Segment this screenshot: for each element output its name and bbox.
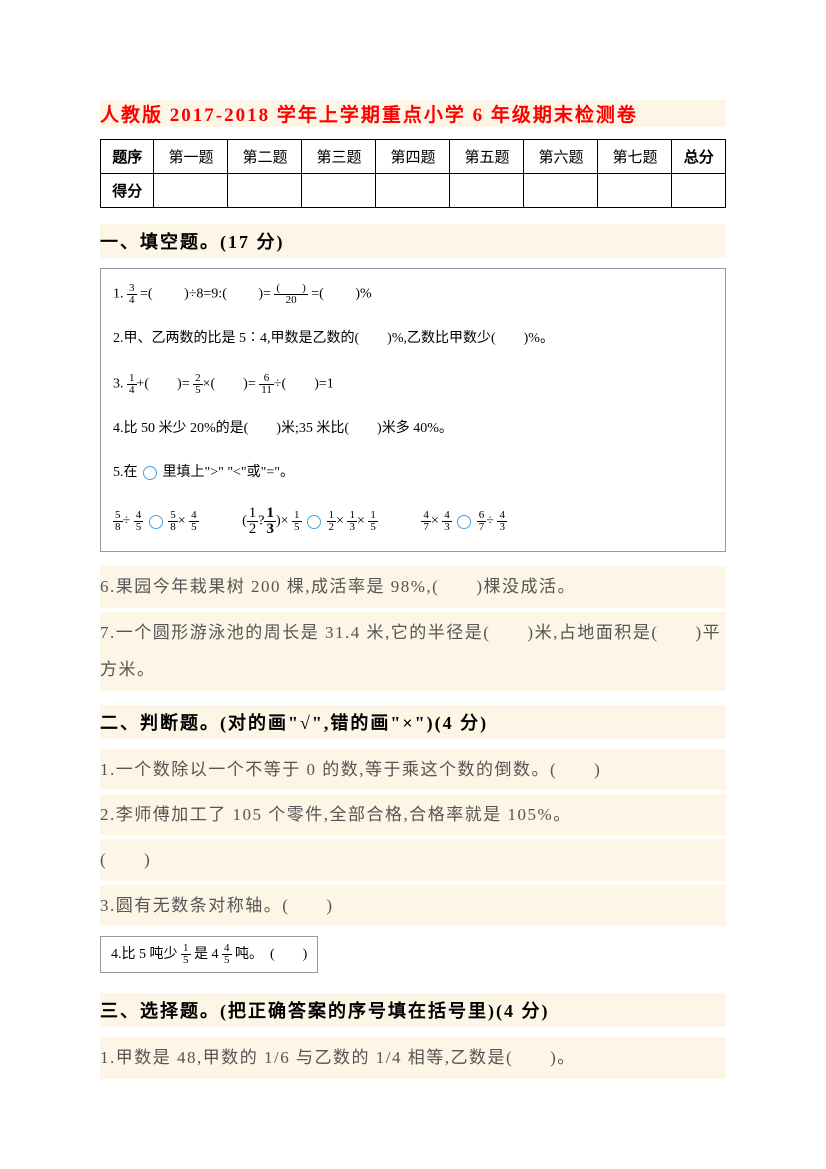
score-cell xyxy=(450,174,524,208)
exam-title: 人教版 2017-2018 学年上学期重点小学 6 年级期末检测卷 xyxy=(100,100,726,127)
q4-prefix: 4.比 5 吨少 xyxy=(111,947,178,962)
s1-q7: 7.一个圆形游泳池的周长是 31.4 米,它的半径是( )米,占地面积是( )平… xyxy=(100,612,726,691)
page-root: 人教版 2017-2018 学年上学期重点小学 6 年级期末检测卷 题序 第一题… xyxy=(0,0,826,1123)
q1-b: )÷8=9:( xyxy=(184,287,227,302)
frac-2-5: 25 xyxy=(193,373,203,396)
circle-icon xyxy=(457,515,471,529)
score-table: 题序 第一题 第二题 第三题 第四题 第五题 第六题 第七题 总分 得分 xyxy=(100,139,726,208)
q5-group2: (12?13)× 15 12× 13× 15 xyxy=(242,506,378,537)
score-cell xyxy=(228,174,302,208)
col-q1: 第一题 xyxy=(154,140,228,174)
s1-q5-label: 5.在 里填上">" "<"或"="。 xyxy=(113,462,713,484)
section3-heading: 三、选择题。(把正确答案的序号填在括号里)(4 分) xyxy=(100,993,726,1027)
s1-q4: 4.比 50 米少 20%的是( )米;35 米比( )米多 40%。 xyxy=(113,418,713,440)
q4-suffix: 吨。 ( ) xyxy=(235,947,307,962)
col-q6: 第六题 xyxy=(524,140,598,174)
q1-c: )= xyxy=(258,287,271,302)
col-q5: 第五题 xyxy=(450,140,524,174)
frac-1-4: 14 xyxy=(127,373,137,396)
s2-q1: 1.一个数除以一个不等于 0 的数,等于乘这个数的倒数。( ) xyxy=(100,749,726,790)
section1-frame: 1. 34 =( )÷8=9:( )= ( )20 =( )% 2.甲、乙两数的… xyxy=(100,268,726,552)
s1-q5-row: 58÷ 45 58× 45 (12?13)× 15 12× 13× 15 47×… xyxy=(113,506,713,537)
section2-heading: 二、判断题。(对的画"√",错的画"×")(4 分) xyxy=(100,705,726,739)
frac-1-5: 15 xyxy=(181,943,191,966)
score-cell xyxy=(598,174,672,208)
s2-q4-frame: 4.比 5 吨少 15 是 4 45 吨。 ( ) xyxy=(100,936,318,973)
circle-icon xyxy=(149,515,163,529)
circle-icon xyxy=(307,515,321,529)
circle-icon xyxy=(143,466,157,480)
table-score-row: 得分 xyxy=(101,174,726,208)
s1-q1: 1. 34 =( )÷8=9:( )= ( )20 =( )% xyxy=(113,283,713,306)
col-q3: 第三题 xyxy=(302,140,376,174)
frac-blank-20: ( )20 xyxy=(274,283,307,306)
s2-q2: 2.李师傅加工了 105 个零件,全部合格,合格率就是 105%。 xyxy=(100,794,726,835)
table-header-row: 题序 第一题 第二题 第三题 第四题 第五题 第六题 第七题 总分 xyxy=(101,140,726,174)
col-q2: 第二题 xyxy=(228,140,302,174)
score-cell xyxy=(376,174,450,208)
s2-q3: 3.圆有无数条对称轴。( ) xyxy=(100,885,726,926)
q3-prefix: 3. xyxy=(113,376,124,391)
s3-q1: 1.甲数是 48,甲数的 1/6 与乙数的 1/4 相等,乙数是( )。 xyxy=(100,1037,726,1078)
col-q7: 第七题 xyxy=(598,140,672,174)
score-cell xyxy=(524,174,598,208)
score-cell xyxy=(672,174,726,208)
q4-mid: 是 4 xyxy=(194,947,219,962)
q1-d: =( xyxy=(311,287,324,302)
score-cell xyxy=(302,174,376,208)
q5-group3: 47× 43 67÷ 43 xyxy=(421,510,507,533)
score-label: 得分 xyxy=(101,174,154,208)
frac-6-11: 611 xyxy=(259,373,274,396)
q5-group1: 58÷ 45 58× 45 xyxy=(113,510,199,533)
q1-a: =( xyxy=(140,287,153,302)
s2-q2-paren: ( ) xyxy=(100,839,726,880)
s1-q2: 2.甲、乙两数的比是 5∶4,甲数是乙数的( )%,乙数比甲数少( )%。 xyxy=(113,328,713,350)
s1-q3: 3. 14+( )= 25×( )= 611÷( )=1 xyxy=(113,373,713,396)
s1-q6: 6.果园今年栽果树 200 棵,成活率是 98%,( )棵没成活。 xyxy=(100,566,726,607)
frac-4-5: 45 xyxy=(222,943,232,966)
score-cell xyxy=(154,174,228,208)
col-q4: 第四题 xyxy=(376,140,450,174)
q1-e: )% xyxy=(355,287,371,302)
section1-heading: 一、填空题。(17 分) xyxy=(100,224,726,258)
frac-3-4: 34 xyxy=(127,283,137,306)
col-total: 总分 xyxy=(672,140,726,174)
q1-prefix: 1. xyxy=(113,287,124,302)
col-label: 题序 xyxy=(101,140,154,174)
